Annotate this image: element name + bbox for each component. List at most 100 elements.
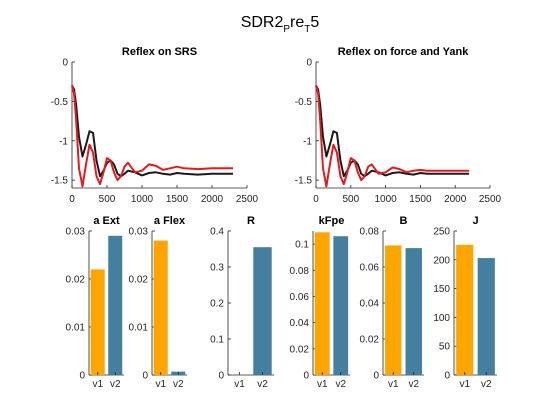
y-tick-label: 0.08 <box>360 227 380 238</box>
subplot-8: J 0 50 100 150 200 250 v1 v2 <box>433 215 497 390</box>
y-tick-label: 0 <box>218 371 224 382</box>
y-tick-label: -0.5 <box>295 97 313 108</box>
y-tick-label: -0.5 <box>51 97 69 108</box>
x-tick-label: 500 <box>99 194 116 205</box>
figure-title: SDR2PreT5 <box>241 14 320 35</box>
series-line-black <box>315 85 470 178</box>
y-tick-label: 0.1 <box>295 240 309 251</box>
y-tick-label: 0 <box>303 371 309 382</box>
x-tick-label: 2000 <box>444 194 467 205</box>
figure-title-mid: re <box>290 14 304 31</box>
y-tick-label: 0.02 <box>129 275 149 286</box>
y-tick-label: 0.08 <box>290 266 310 277</box>
series-line-black <box>71 85 233 178</box>
y-tick-label: 0.03 <box>129 227 149 238</box>
y-tick-label: 0.02 <box>290 344 310 355</box>
y-tick-label: 0.1 <box>210 335 224 346</box>
bar-v2 <box>405 248 422 375</box>
bar-v2 <box>333 236 349 375</box>
figure-title-end: 5 <box>310 14 319 31</box>
x-tick-label: v1 <box>92 379 103 390</box>
y-tick-label: -1 <box>303 136 312 147</box>
x-tick-label: 2000 <box>201 194 224 205</box>
x-tick-label: v2 <box>257 379 268 390</box>
x-tick-label: v2 <box>173 379 184 390</box>
subplot-3: a Ext 0 0.01 0.02 0.03 v1 v2 <box>66 215 124 390</box>
x-tick-label: 1000 <box>374 194 397 205</box>
y-tick-label: 250 <box>433 227 450 238</box>
x-tick-label: 2500 <box>479 194 502 205</box>
subplot-title: R <box>247 215 255 227</box>
x-tick-label: 0 <box>69 194 75 205</box>
y-tick-label: -1.5 <box>51 176 69 187</box>
y-tick-label: 0.3 <box>210 263 224 274</box>
x-tick-label: 500 <box>342 194 359 205</box>
series-line-red <box>71 85 233 188</box>
y-tick-label: 0.04 <box>290 318 310 329</box>
x-tick-label: v1 <box>317 379 328 390</box>
bar-v1 <box>90 269 105 375</box>
x-tick-label: 1000 <box>131 194 154 205</box>
subplot-6: kFpe 0 0.02 0.04 0.06 0.08 0.1 v1 v2 <box>290 215 350 390</box>
subplot-title: B <box>400 215 408 227</box>
subplot-7: B 0 0.02 0.04 0.06 0.08 v1 v2 <box>360 215 424 390</box>
x-tick-label: 1500 <box>166 194 189 205</box>
y-tick-label: 0.06 <box>360 263 380 274</box>
x-tick-label: v2 <box>481 379 492 390</box>
subplot-title: Reflex on force and Yank <box>338 46 470 58</box>
subplot-title: a Ext <box>93 215 120 227</box>
y-tick-label: 150 <box>433 284 450 295</box>
y-tick-label: 0 <box>79 371 85 382</box>
x-tick-label: v1 <box>388 379 399 390</box>
y-tick-label: 0 <box>373 371 379 382</box>
subplot-title: J <box>472 215 478 227</box>
y-tick-label: -1.5 <box>295 176 313 187</box>
y-tick-label: 0 <box>444 371 450 382</box>
series-line-red <box>315 85 470 188</box>
bar-v1 <box>314 232 330 375</box>
y-tick-label: 0 <box>142 371 148 382</box>
subplot-4: a Flex 0 0.01 0.02 0.03 v1 v2 <box>129 215 187 390</box>
y-tick-label: 0 <box>306 58 312 69</box>
x-tick-label: v1 <box>155 379 166 390</box>
x-tick-label: v2 <box>110 379 121 390</box>
x-tick-label: 2500 <box>236 194 259 205</box>
bar-v1 <box>456 244 474 375</box>
x-tick-label: v2 <box>408 379 419 390</box>
x-tick-label: 0 <box>313 194 319 205</box>
subplot-title: Reflex on SRS <box>122 46 197 58</box>
y-tick-label: 0.01 <box>129 323 149 334</box>
x-tick-label: v1 <box>234 379 245 390</box>
x-tick-label: 1500 <box>409 194 432 205</box>
y-tick-label: -1 <box>59 136 68 147</box>
x-tick-label: v1 <box>459 379 470 390</box>
y-tick-label: 200 <box>433 255 450 266</box>
y-tick-label: 0.04 <box>360 299 380 310</box>
bar-v2 <box>477 258 495 375</box>
bar-v2 <box>108 235 123 375</box>
y-tick-label: 0.03 <box>66 227 86 238</box>
figure-title-sub2: T <box>304 24 310 35</box>
y-tick-label: 0 <box>62 58 68 69</box>
y-tick-label: 0.02 <box>360 335 380 346</box>
y-tick-label: 50 <box>439 342 451 353</box>
y-tick-label: 0.06 <box>290 292 310 303</box>
figure-title-main: SDR2 <box>241 14 284 31</box>
bar-v1 <box>385 245 402 375</box>
figure-title-sub1: P <box>283 24 290 35</box>
subplot-5: R 0 0.1 0.2 0.3 0.4 v1 v2 <box>210 215 274 390</box>
y-tick-label: 0.02 <box>66 275 86 286</box>
y-tick-label: 0.2 <box>210 299 224 310</box>
subplot-title: kFpe <box>319 215 345 227</box>
y-tick-label: 100 <box>433 313 450 324</box>
subplot-title: a Flex <box>154 215 186 227</box>
bar-v1 <box>153 240 168 375</box>
y-tick-label: 0.4 <box>210 227 224 238</box>
bar-v2 <box>253 247 272 375</box>
y-tick-label: 0.01 <box>66 323 86 334</box>
